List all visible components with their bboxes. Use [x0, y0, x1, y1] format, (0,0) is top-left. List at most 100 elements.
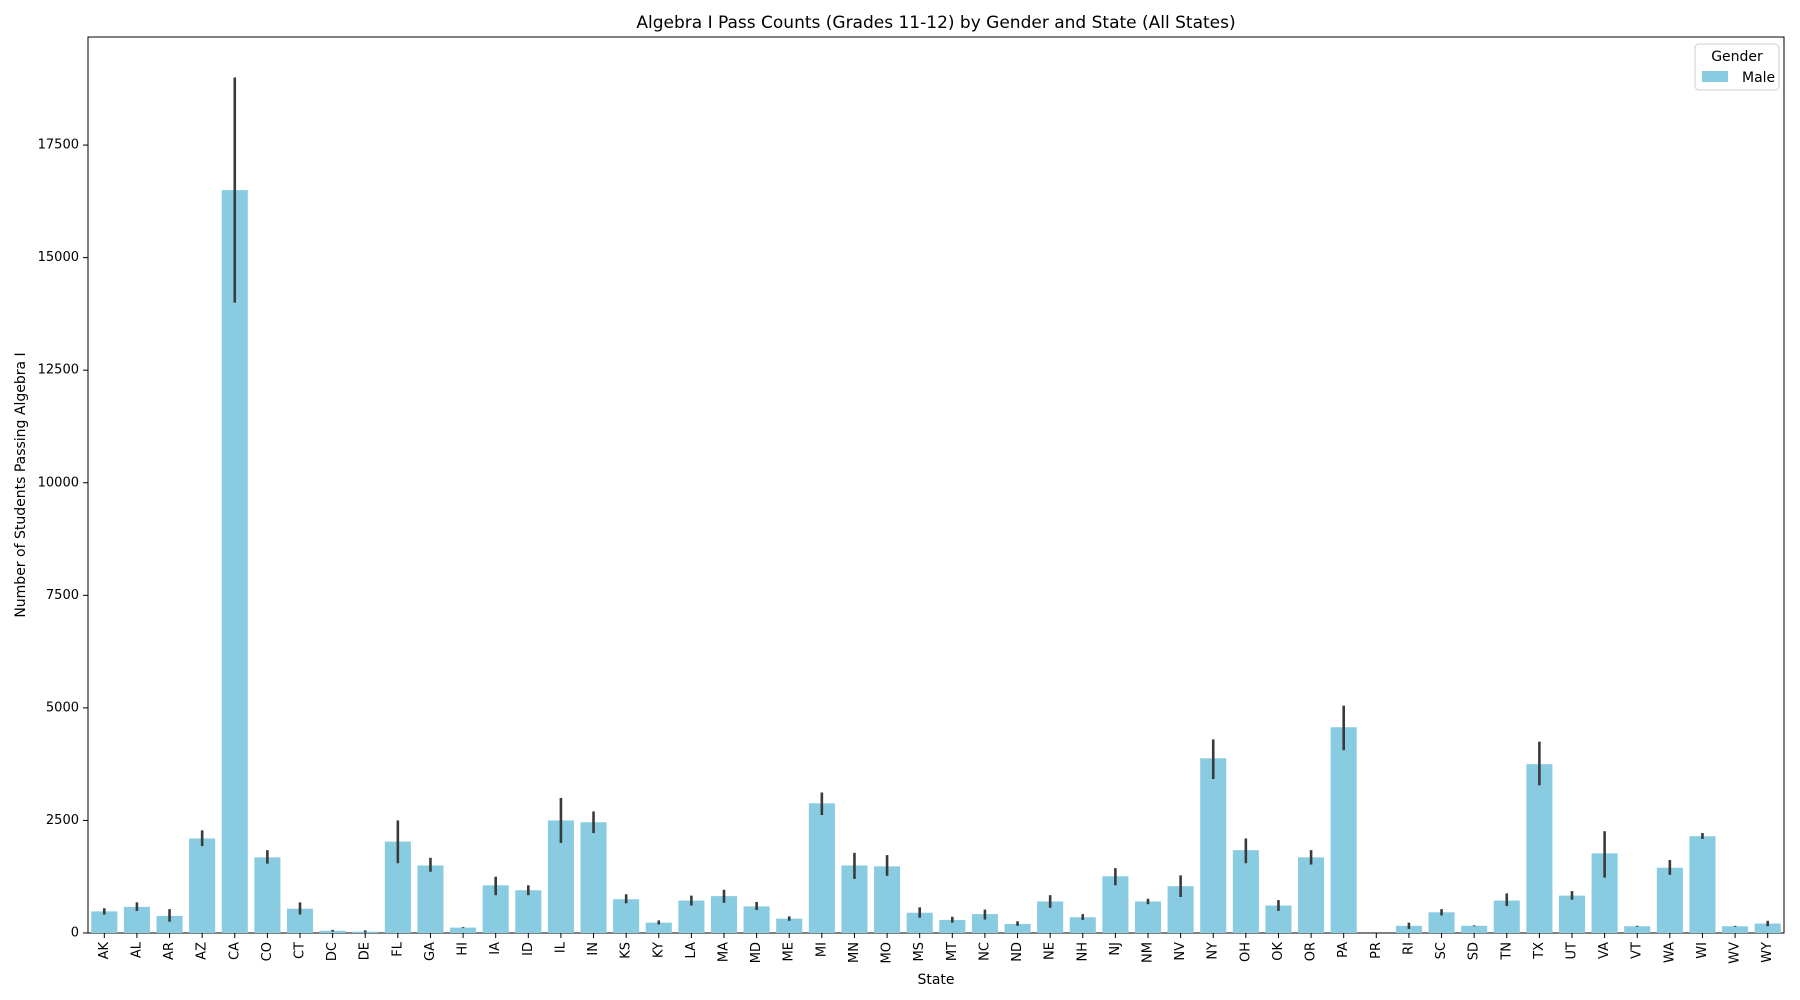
- bar-ca: [221, 190, 248, 934]
- plot-area: [87, 36, 1785, 934]
- y-tick-label: 12500: [38, 363, 79, 378]
- bar-nd: [1004, 923, 1031, 933]
- x-tick-label-al: AL: [129, 941, 144, 958]
- chart-title: Algebra I Pass Counts (Grades 11-12) by …: [636, 13, 1235, 33]
- bar-tn: [1493, 900, 1520, 933]
- x-tick-label-nh: NH: [1075, 942, 1090, 962]
- error-bars-layer: [103, 77, 1769, 933]
- bar-tx: [1526, 764, 1553, 933]
- bar-ky: [645, 922, 672, 933]
- y-tick-label: 2500: [46, 813, 79, 828]
- x-tick-label-sd: SD: [1467, 942, 1482, 960]
- bar-ny: [1200, 758, 1227, 933]
- x-tick-label-la: LA: [684, 942, 699, 959]
- y-tick-label: 7500: [46, 588, 79, 603]
- x-tick-label-or: OR: [1304, 942, 1319, 961]
- x-tick-label-ok: OK: [1271, 942, 1286, 961]
- x-tick-label-fl: FL: [390, 941, 405, 956]
- y-tick-label: 17500: [38, 138, 79, 153]
- bar-ak: [91, 911, 118, 933]
- x-tick-label-ga: GA: [423, 942, 438, 961]
- bar-wy: [1754, 923, 1781, 933]
- y-axis-ticks: 0 2500 5000 7500 10000 12500 15000 17500: [38, 138, 88, 941]
- x-tick-label-ak: AK: [97, 942, 112, 960]
- bar-wv: [1722, 926, 1749, 933]
- bar-az: [189, 838, 216, 933]
- x-tick-label-ia: IA: [488, 942, 503, 955]
- bar-pa: [1330, 727, 1357, 933]
- x-tick-label-mn: MN: [847, 942, 862, 963]
- bar-in: [580, 822, 607, 933]
- x-tick-label-ri: RI: [1401, 942, 1416, 955]
- y-tick-label: 5000: [46, 700, 79, 715]
- x-tick-label-wi: WI: [1695, 942, 1710, 959]
- bar-oh: [1232, 850, 1259, 933]
- bar-mt: [939, 919, 966, 933]
- bar-la: [678, 900, 705, 933]
- bar-or: [1298, 857, 1325, 933]
- bar-vt: [1624, 926, 1651, 933]
- bar-nj: [1102, 876, 1129, 933]
- x-tick-label-tn: TN: [1499, 942, 1514, 961]
- x-tick-label-wy: WY: [1760, 942, 1775, 963]
- legend-swatch-male: [1702, 71, 1728, 82]
- bar-ks: [613, 899, 640, 933]
- bar-me: [776, 918, 803, 933]
- x-tick-label-va: VA: [1597, 942, 1612, 959]
- legend-label-male: Male: [1742, 70, 1775, 86]
- x-tick-label-id: ID: [521, 942, 536, 956]
- bars-layer: [91, 190, 1781, 934]
- bar-mo: [874, 866, 901, 933]
- y-tick-label: 0: [71, 926, 79, 941]
- x-tick-label-ma: MA: [717, 942, 732, 962]
- bar-hi: [450, 927, 477, 933]
- x-axis-ticks: AK AL AR AZ CA CO CT DC DE FL GA HI IA ID IL IN KS KY LA MA…: [97, 933, 1775, 964]
- x-tick-label-nd: ND: [1010, 942, 1025, 962]
- bar-ut: [1558, 895, 1586, 933]
- bar-wa: [1656, 867, 1683, 933]
- x-tick-label-me: ME: [782, 942, 797, 961]
- x-tick-label-ca: CA: [227, 942, 242, 960]
- y-tick-label: 15000: [38, 250, 79, 265]
- bar-ms: [906, 912, 933, 933]
- x-tick-label-pa: PA: [1336, 942, 1351, 958]
- x-tick-label-nj: NJ: [1108, 942, 1123, 956]
- bar-co: [254, 857, 281, 933]
- x-tick-label-nm: NM: [1141, 942, 1156, 963]
- x-tick-label-wa: WA: [1662, 942, 1677, 963]
- x-tick-label-ne: NE: [1043, 942, 1058, 960]
- x-tick-label-mo: MO: [880, 942, 895, 963]
- x-tick-label-dc: DC: [325, 942, 340, 961]
- x-tick-label-md: MD: [749, 942, 764, 963]
- x-tick-label-ks: KS: [619, 942, 634, 959]
- bar-ar: [156, 915, 183, 933]
- x-axis-label: State: [917, 972, 954, 988]
- bar-nh: [1069, 917, 1096, 933]
- y-tick-label: 10000: [38, 475, 79, 490]
- legend: Gender Male: [1694, 43, 1780, 91]
- bar-mi: [808, 803, 835, 933]
- bar-nc: [971, 914, 998, 933]
- x-tick-label-mt: MT: [945, 942, 960, 961]
- x-tick-label-in: IN: [586, 942, 601, 956]
- x-tick-label-ar: AR: [162, 942, 177, 960]
- x-tick-label-ut: UT: [1565, 942, 1580, 960]
- x-tick-label-oh: OH: [1238, 942, 1253, 962]
- x-tick-label-wv: WV: [1728, 942, 1743, 964]
- x-tick-label-il: IL: [553, 941, 568, 953]
- x-tick-label-de: DE: [358, 942, 373, 960]
- x-tick-label-mi: MI: [814, 942, 829, 957]
- x-tick-label-hi: HI: [456, 942, 471, 956]
- x-tick-label-ny: NY: [1206, 942, 1221, 960]
- x-tick-label-nc: NC: [977, 942, 992, 961]
- x-tick-label-ms: MS: [912, 942, 927, 961]
- bar-ga: [417, 865, 444, 933]
- x-tick-label-tx: TX: [1532, 942, 1547, 960]
- x-tick-label-nv: NV: [1173, 942, 1188, 961]
- x-tick-label-pr: PR: [1369, 942, 1384, 959]
- bar-sc: [1428, 912, 1455, 933]
- x-tick-label-sc: SC: [1434, 942, 1449, 959]
- y-axis-label: Number of Students Passing Algebra I: [13, 352, 29, 617]
- x-tick-label-ct: CT: [293, 942, 308, 959]
